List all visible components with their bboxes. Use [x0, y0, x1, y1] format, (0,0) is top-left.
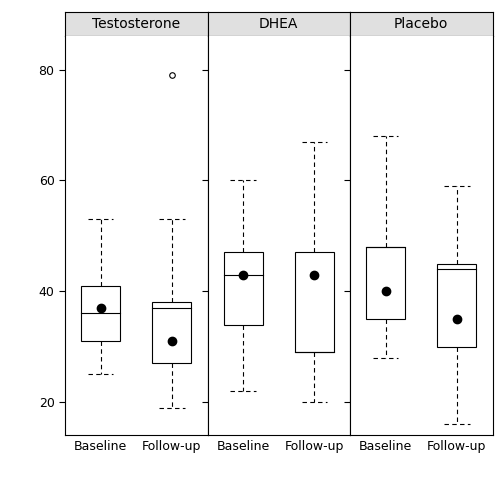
Bar	[366, 247, 405, 319]
Text: Testosterone: Testosterone	[92, 17, 180, 31]
Bar	[295, 252, 334, 352]
Bar	[438, 264, 476, 347]
Bar	[224, 252, 262, 325]
Text: DHEA: DHEA	[259, 17, 298, 31]
Text: Placebo: Placebo	[394, 17, 448, 31]
Bar	[81, 286, 120, 341]
Bar	[152, 303, 192, 364]
